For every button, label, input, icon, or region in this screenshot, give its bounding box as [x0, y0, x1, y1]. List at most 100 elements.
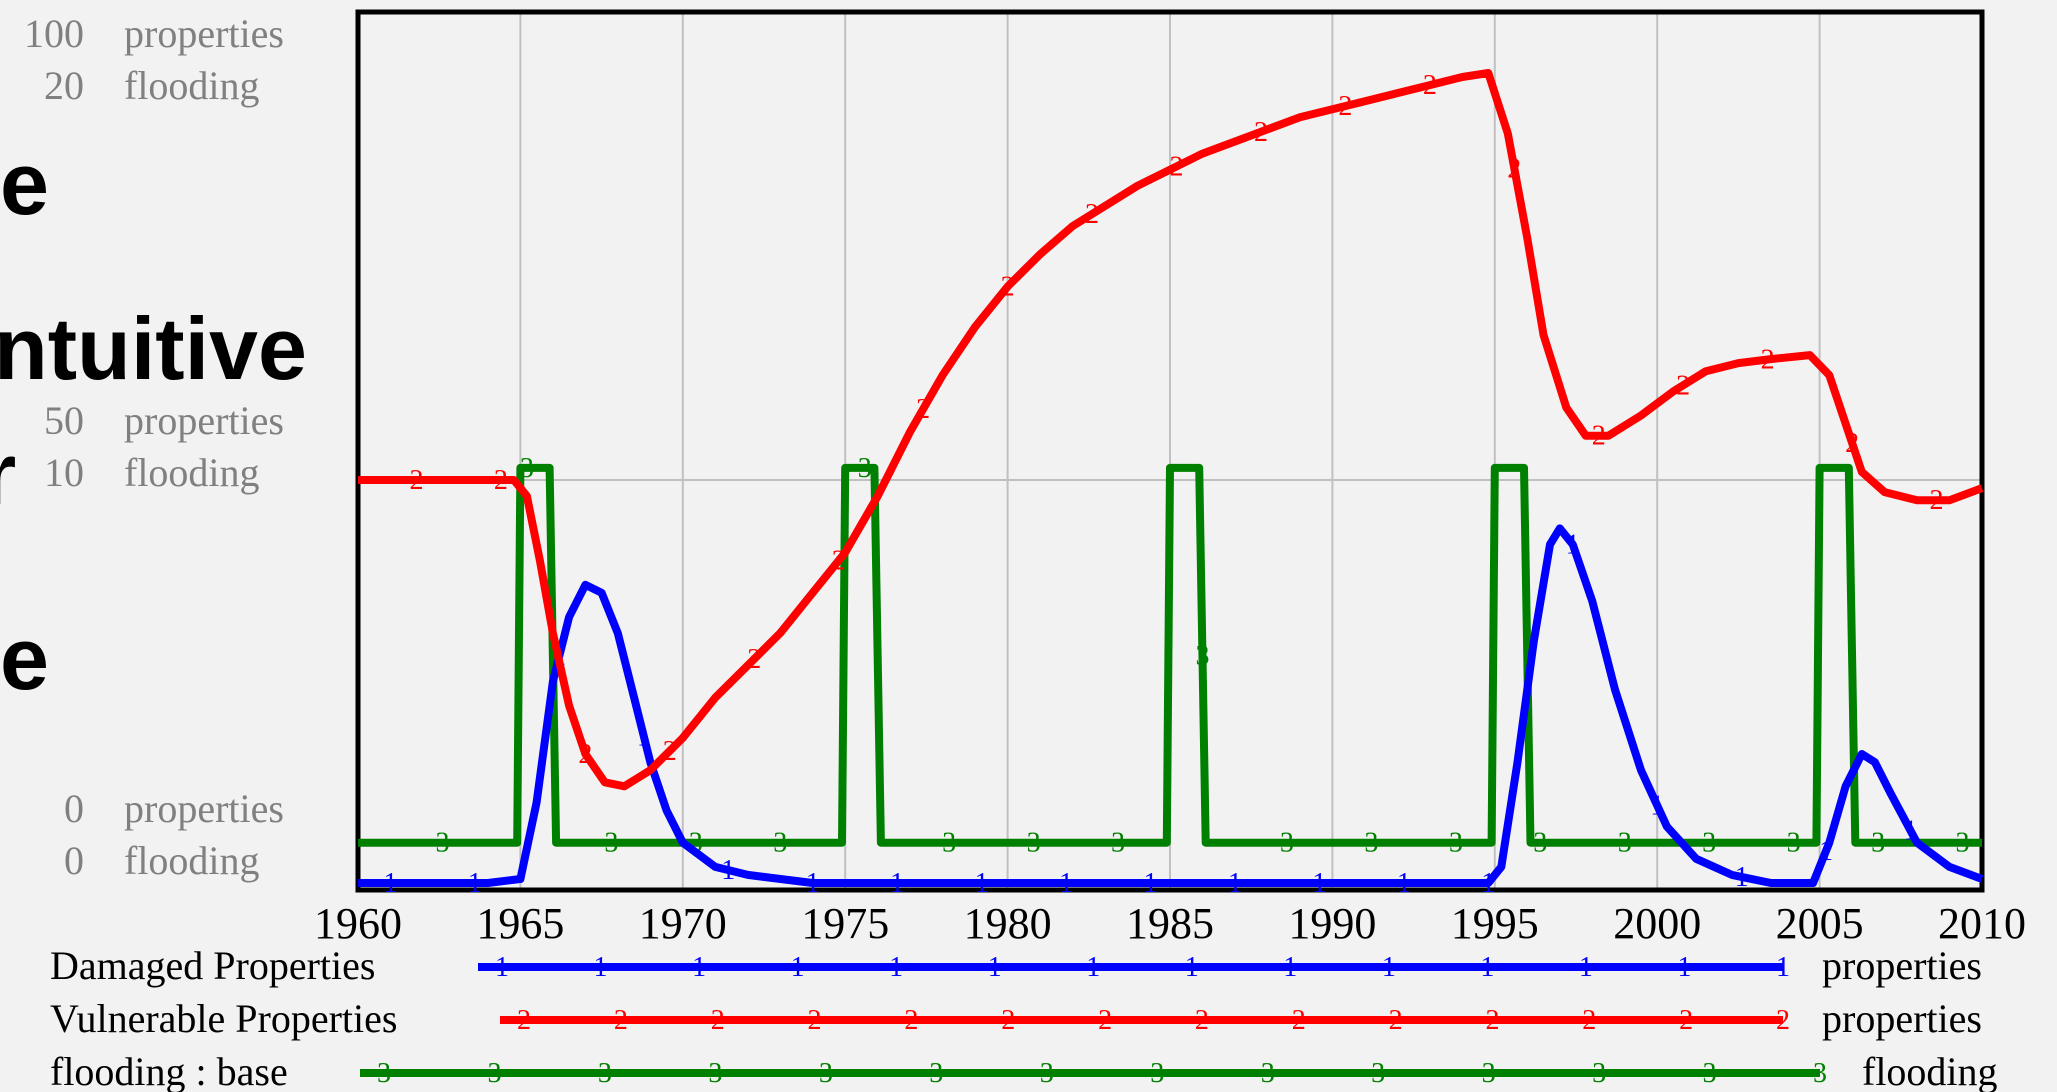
series-marker-2: 2: [1845, 428, 1859, 459]
y2-unit-mid: flooding: [124, 450, 260, 495]
series-marker-3: 3: [1111, 828, 1125, 859]
series-marker-1: 1: [1650, 790, 1664, 821]
y1-tick-bottom: 0: [64, 786, 84, 831]
legend-marker-1: 1: [692, 952, 706, 983]
series-marker-2: 2: [916, 394, 930, 425]
background-text-2: ntuitive: [0, 305, 307, 393]
series-marker-3: 3: [435, 828, 449, 859]
legend-label-flooding: flooding : base: [50, 1049, 288, 1092]
series-marker-3: 3: [1787, 828, 1801, 859]
series-marker-1: 1: [1481, 868, 1495, 899]
series-marker-2: 2: [1423, 70, 1437, 101]
y1-tick-top: 100: [24, 11, 84, 56]
y1-unit-bottom: properties: [124, 786, 284, 831]
y1-unit-mid: properties: [124, 398, 284, 443]
series-marker-2: 2: [1592, 421, 1606, 452]
legend-marker-3: 3: [819, 1058, 833, 1089]
legend-marker-3: 3: [1150, 1058, 1164, 1089]
series-marker-2: 2: [1930, 485, 1944, 516]
series-marker-1: 1: [721, 855, 735, 886]
x-tick-label-2000: 2000: [1613, 899, 1701, 948]
series-marker-1: 1: [1144, 868, 1158, 899]
series-marker-2: 2: [1169, 151, 1183, 182]
legend-marker-2: 2: [1098, 1005, 1112, 1036]
y1-tick-mid: 50: [44, 398, 84, 443]
series-marker-1: 1: [1904, 816, 1918, 847]
x-tick-label-1975: 1975: [801, 899, 889, 948]
series-marker-3: 3: [1871, 828, 1885, 859]
series-line-1: [358, 524, 1984, 887]
legend-marker-2: 2: [904, 1005, 918, 1036]
y2-tick-mid: 10: [44, 450, 84, 495]
x-tick-label-1985: 1985: [1126, 899, 1214, 948]
series-line-2: [358, 69, 1984, 791]
series-marker-1: 1: [637, 721, 651, 752]
legend-marker-3: 3: [1371, 1058, 1385, 1089]
series-marker-3: 3: [520, 453, 534, 484]
series-marker-2: 2: [1507, 153, 1521, 184]
legend-marker-3: 3: [487, 1058, 501, 1089]
legend-marker-3: 3: [1482, 1058, 1496, 1089]
legend-marker-2: 2: [1485, 1005, 1499, 1036]
legend-label-damaged: Damaged Properties: [50, 943, 375, 988]
legend-marker-3: 3: [708, 1058, 722, 1089]
legend-marker-2: 2: [808, 1005, 822, 1036]
legend-marker-3: 3: [1040, 1058, 1054, 1089]
y2-unit-bottom: flooding: [124, 838, 260, 883]
series-marker-3: 3: [1702, 828, 1716, 859]
series-marker-1: 1: [890, 868, 904, 899]
legend-marker-2: 2: [1292, 1005, 1306, 1036]
background-text-1: e: [0, 140, 49, 228]
series-marker-1: 1: [1312, 868, 1326, 899]
series-marker-1: 1: [806, 868, 820, 899]
series-marker-3: 3: [1618, 828, 1632, 859]
series-marker-3: 3: [773, 828, 787, 859]
series-line-3: [358, 463, 1982, 847]
legend-marker-2: 2: [1001, 1005, 1015, 1036]
legend-marker-1: 1: [1382, 952, 1396, 983]
background-text-4: e: [0, 615, 49, 703]
legend-lines: 1 1 1 1 1 1 1 1 1 1 1 1 1 12 2 2 2 2 2 2 2 2 2 2 2 2 23 3 3 3 3 3 3 3 3 3 3 3…: [360, 952, 1827, 1089]
legend-unit-vulnerable: properties: [1822, 996, 1982, 1041]
series-marker-3: 3: [1449, 828, 1463, 859]
legend-marker-1: 1: [495, 952, 509, 983]
legend-marker-3: 3: [1592, 1058, 1606, 1089]
legend-unit-flooding: flooding: [1862, 1049, 1998, 1092]
legend-label-vulnerable: Vulnerable Properties: [50, 996, 397, 1041]
y2-unit-top: flooding: [124, 63, 260, 108]
legend-marker-1: 1: [1283, 952, 1297, 983]
legend-marker-1: 1: [1480, 952, 1494, 983]
legend-marker-2: 2: [1195, 1005, 1209, 1036]
x-tick-label-2010: 2010: [1938, 899, 2026, 948]
series-marker-2: 2: [1001, 272, 1015, 303]
series-marker-2: 2: [1761, 345, 1775, 376]
legend-marker-1: 1: [1579, 952, 1593, 983]
series-marker-1: 1: [1735, 862, 1749, 893]
series-marker-2: 2: [1338, 91, 1352, 122]
x-tick-label-1970: 1970: [639, 899, 727, 948]
y2-tick-bottom: 0: [64, 838, 84, 883]
legend-marker-1: 1: [988, 952, 1002, 983]
legend-marker-2: 2: [1389, 1005, 1403, 1036]
plot-frame: [355, 9, 1985, 893]
series-marker-2: 2: [409, 465, 423, 496]
series-marker-1: 1: [1819, 836, 1833, 867]
background-text-3: r: [0, 430, 16, 518]
legend-marker-2: 2: [1582, 1005, 1596, 1036]
legend-marker-1: 1: [889, 952, 903, 983]
series-marker-1: 1: [975, 868, 989, 899]
series-marker-3: 3: [858, 453, 872, 484]
x-tick-label-1965: 1965: [476, 899, 564, 948]
x-tick-label-1995: 1995: [1451, 899, 1539, 948]
legend-marker-1: 1: [791, 952, 805, 983]
series-marker-3: 3: [1364, 828, 1378, 859]
y2-tick-top: 20: [44, 63, 84, 108]
legend-marker-2: 2: [1776, 1005, 1790, 1036]
legend-marker-1: 1: [1677, 952, 1691, 983]
legend-marker-1: 1: [594, 952, 608, 983]
series-marker-3: 3: [942, 828, 956, 859]
series-marker-1: 1: [383, 868, 397, 899]
series-marker-1: 1: [1566, 529, 1580, 560]
